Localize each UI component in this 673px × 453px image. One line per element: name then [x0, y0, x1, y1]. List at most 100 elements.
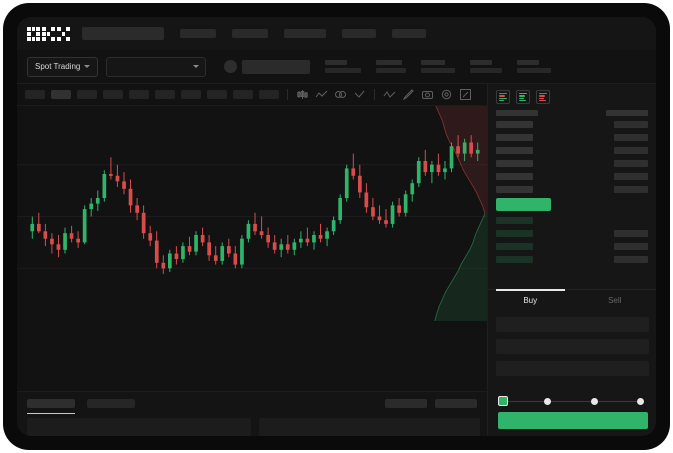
stat-24h-change-label [376, 60, 403, 65]
order-total-field[interactable] [496, 361, 649, 376]
bottom-action-1[interactable] [385, 399, 427, 408]
app-screen: Spot Trading [17, 17, 656, 436]
timeframe-button-1[interactable] [25, 90, 45, 99]
candlestick-chart-icon[interactable] [296, 88, 309, 101]
orderbook-mid-price-row-price [496, 198, 551, 211]
tab-buy[interactable]: Buy [488, 289, 573, 311]
nav-item-3[interactable] [284, 29, 326, 38]
timeframe-button-4[interactable] [103, 90, 123, 99]
stat-24h-high [421, 60, 456, 73]
orderbook-ask-row-2-size [614, 133, 648, 141]
timeframe-button-7[interactable] [181, 90, 201, 99]
orderbook-ask-row-4[interactable] [496, 159, 648, 167]
orderbook-bid-row-2[interactable] [496, 229, 648, 237]
stat-24h-low-value [470, 68, 503, 73]
orderbook-bid-row-3[interactable] [496, 242, 648, 250]
orderbook-both-icon[interactable] [496, 90, 510, 104]
timeframe-button-10[interactable] [259, 90, 279, 99]
timeframe-button-3[interactable] [77, 90, 97, 99]
price-chart[interactable] [17, 106, 487, 321]
orders-panel [17, 391, 487, 436]
orderbook-trade-panel: Buy Sell [487, 84, 656, 436]
volume-histogram [17, 321, 487, 391]
slider-step-50[interactable] [591, 397, 598, 405]
bottom-card-right [259, 418, 480, 436]
orderbook-ask-row-5-size [614, 172, 648, 180]
orderbook-ask-row-5[interactable] [496, 172, 648, 180]
orderbook-price-header [496, 110, 538, 116]
orderbook-bid-row-3-size [614, 242, 648, 250]
orderbook-ask-row-3[interactable] [496, 146, 648, 154]
orderbook-ask-row-6[interactable] [496, 185, 648, 193]
timeframe-button-8[interactable] [207, 90, 227, 99]
orderbook-bids-icon[interactable] [516, 90, 530, 104]
orderbook-bid-row-3-price [496, 242, 533, 250]
orders-tabs [17, 392, 487, 414]
trading-pair-select[interactable] [106, 56, 207, 77]
timeframe-button-2[interactable] [51, 90, 71, 99]
pair-avatar [224, 60, 238, 73]
timeframe-button-9[interactable] [233, 90, 253, 99]
nav-item-4[interactable] [342, 29, 376, 38]
orderbook-ask-row-1[interactable] [496, 120, 648, 128]
ticker-stats [310, 60, 552, 73]
compare-icon[interactable] [334, 88, 347, 101]
line-chart-icon[interactable] [383, 88, 396, 101]
orderbook-ask-row-3-size [614, 146, 648, 154]
nav-items [180, 29, 442, 38]
orderbook-bid-row-4[interactable] [496, 255, 648, 263]
okx-logo[interactable] [27, 26, 70, 41]
stat-24h-low-label [470, 60, 493, 65]
market-type-select[interactable]: Spot Trading [27, 56, 99, 77]
submit-buy-button[interactable] [498, 412, 648, 429]
indicator-icon[interactable] [315, 88, 328, 101]
tab-order-history[interactable] [87, 399, 135, 408]
orderbook-ask-row-5-price [496, 172, 533, 180]
candlestick-chart-svg [17, 135, 487, 274]
fullscreen-icon[interactable] [459, 88, 472, 101]
nav-item-5[interactable] [392, 29, 426, 38]
timeframe-button-5[interactable] [129, 90, 149, 99]
orderbook-bid-row-4-size [614, 255, 648, 263]
orderbook-ask-row-4-price [496, 159, 533, 167]
tab-open-orders[interactable] [27, 399, 75, 414]
order-price-field[interactable] [496, 317, 649, 332]
stat-last-price-value [325, 68, 362, 73]
search-input[interactable] [82, 27, 164, 40]
logo-glyph-o [27, 26, 40, 41]
market-type-label: Spot Trading [35, 62, 81, 71]
orders-actions [385, 399, 477, 408]
settings-gear-icon[interactable] [440, 88, 453, 101]
orderbook-layout-icons [488, 84, 656, 108]
orderbook-bid-row-1-price [496, 216, 533, 224]
nav-item-1[interactable] [180, 29, 216, 38]
order-entry-form [496, 317, 649, 383]
toolbar-divider [374, 89, 375, 100]
orderbook-ask-row-4-size [614, 159, 648, 167]
tab-sell[interactable]: Sell [608, 296, 622, 305]
stat-24h-volume-label [517, 60, 540, 65]
stat-24h-low [470, 60, 503, 73]
slider-handle[interactable] [498, 396, 508, 406]
orderbook-ask-row-2[interactable] [496, 133, 648, 141]
order-amount-field[interactable] [496, 339, 649, 354]
orderbook-bid-row-4-price [496, 255, 533, 263]
bottom-action-2[interactable] [435, 399, 477, 408]
orderbook-asks-icon[interactable] [536, 90, 550, 104]
camera-icon[interactable] [421, 88, 434, 101]
orders-content [27, 418, 480, 436]
orderbook-ask-row-2-price [496, 133, 533, 141]
nav-item-2[interactable] [232, 29, 268, 38]
order-book[interactable] [488, 108, 656, 263]
orderbook-bid-row-1[interactable] [496, 216, 648, 224]
drawing-tool-icon[interactable] [402, 88, 415, 101]
percent-slider[interactable] [498, 396, 648, 406]
chevron-down-icon [84, 65, 91, 68]
slider-step-25[interactable] [544, 397, 551, 405]
orderbook-mid-price-row[interactable] [496, 198, 648, 211]
orderbook-ask-row-1-size [614, 120, 648, 128]
timeframe-button-6[interactable] [155, 90, 175, 99]
chart-style-icon[interactable] [353, 88, 366, 101]
stat-last-price-label [325, 60, 348, 65]
slider-step-75[interactable] [637, 397, 644, 405]
